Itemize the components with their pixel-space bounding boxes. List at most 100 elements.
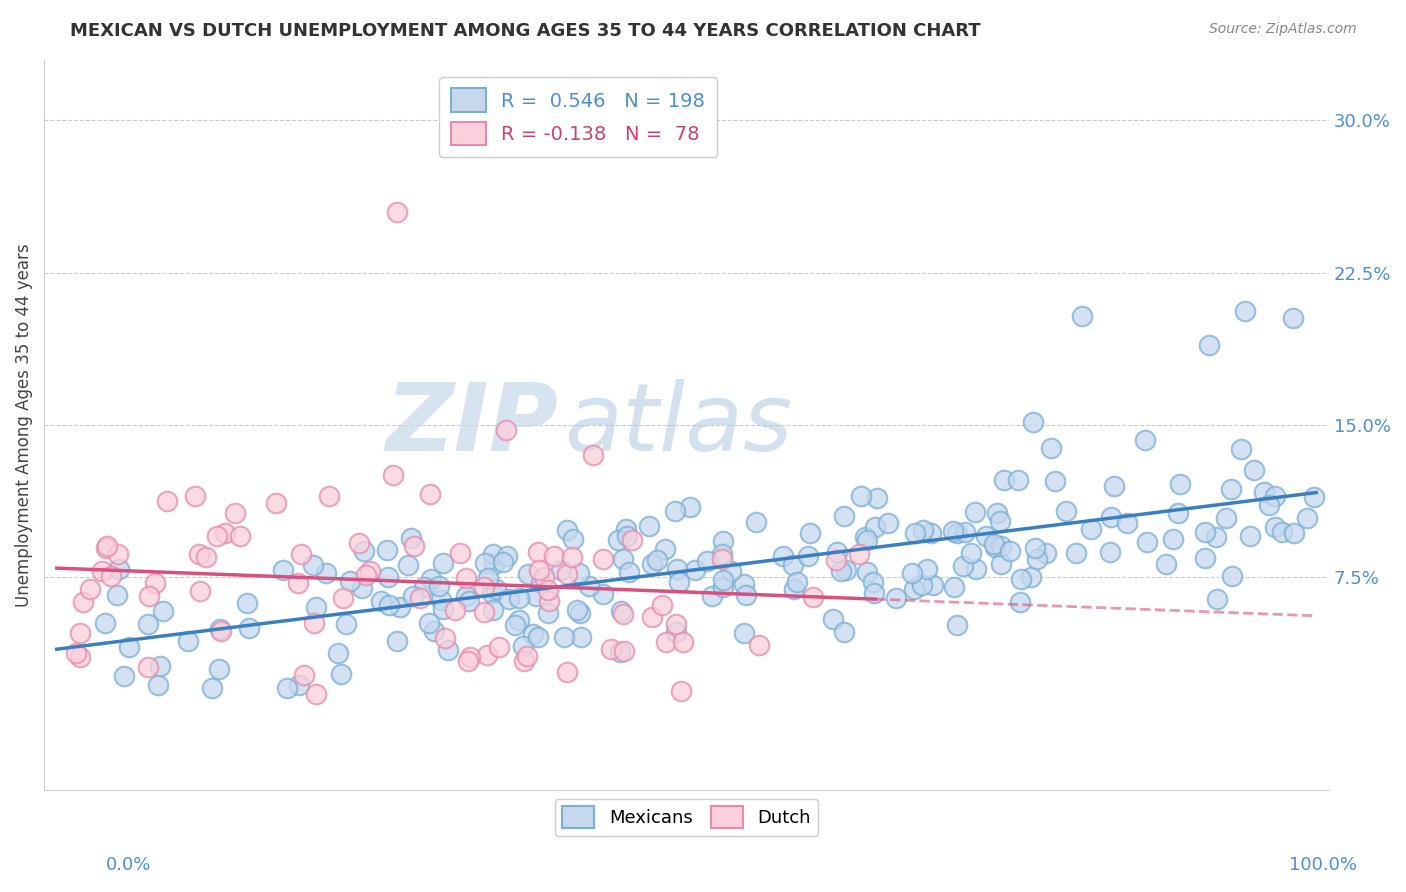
Point [485, 582, 508, 596]
Point [359, 565, 381, 579]
Point [640, 558, 662, 572]
Text: MEXICAN VS DUTCH UNEMPLOYMENT AMONG AGES 35 TO 44 YEARS CORRELATION CHART: MEXICAN VS DUTCH UNEMPLOYMENT AMONG AGES… [70, 22, 981, 40]
Point [1230, 442, 1253, 456]
Point [201, 681, 224, 696]
Point [1040, 442, 1063, 456]
Point [720, 564, 742, 578]
Point [638, 518, 661, 533]
Point [517, 567, 540, 582]
Point [1022, 415, 1045, 429]
Point [1133, 433, 1156, 447]
Point [287, 575, 309, 590]
Point [208, 662, 231, 676]
Point [194, 549, 217, 564]
Point [612, 607, 634, 621]
Point [568, 566, 591, 581]
Point [959, 546, 981, 560]
Point [664, 503, 686, 517]
Point [553, 630, 575, 644]
Point [1056, 504, 1078, 518]
Point [1007, 473, 1029, 487]
Point [1264, 489, 1286, 503]
Point [209, 624, 232, 639]
Point [1264, 520, 1286, 534]
Point [1258, 499, 1281, 513]
Point [266, 496, 288, 510]
Point [458, 594, 481, 608]
Point [1253, 484, 1275, 499]
Point [856, 533, 879, 547]
Point [94, 615, 117, 630]
Point [866, 491, 889, 505]
Point [1220, 483, 1243, 497]
Point [862, 574, 884, 589]
Point [614, 522, 637, 536]
Point [305, 687, 328, 701]
Point [1220, 568, 1243, 582]
Point [1234, 304, 1257, 318]
Point [302, 558, 325, 572]
Point [801, 590, 824, 604]
Point [848, 547, 870, 561]
Point [427, 578, 450, 592]
Point [578, 579, 600, 593]
Point [533, 570, 555, 584]
Point [527, 630, 550, 644]
Point [1154, 557, 1177, 571]
Point [946, 617, 969, 632]
Point [983, 540, 1005, 554]
Point [236, 596, 259, 610]
Point [998, 544, 1021, 558]
Point [1239, 529, 1261, 543]
Point [607, 533, 630, 547]
Point [347, 535, 370, 549]
Point [946, 526, 969, 541]
Text: Source: ZipAtlas.com: Source: ZipAtlas.com [1209, 22, 1357, 37]
Point [472, 606, 495, 620]
Point [449, 546, 471, 560]
Point [423, 624, 446, 639]
Point [901, 566, 924, 580]
Point [454, 589, 477, 603]
Point [209, 622, 232, 636]
Point [1099, 510, 1122, 524]
Point [877, 516, 900, 531]
Point [555, 665, 578, 680]
Point [352, 581, 374, 595]
Point [287, 678, 309, 692]
Point [488, 640, 510, 654]
Point [271, 563, 294, 577]
Point [149, 658, 172, 673]
Point [375, 543, 398, 558]
Point [508, 613, 530, 627]
Point [1019, 570, 1042, 584]
Point [772, 549, 794, 564]
Point [482, 548, 505, 562]
Point [797, 549, 820, 564]
Point [988, 514, 1011, 528]
Point [965, 505, 987, 519]
Point [1008, 595, 1031, 609]
Point [1167, 506, 1189, 520]
Point [1194, 525, 1216, 540]
Point [1205, 530, 1227, 544]
Point [1194, 550, 1216, 565]
Point [612, 552, 634, 566]
Point [420, 572, 443, 586]
Point [863, 586, 886, 600]
Point [1282, 525, 1305, 540]
Point [302, 616, 325, 631]
Point [335, 616, 357, 631]
Point [567, 603, 589, 617]
Point [495, 549, 517, 563]
Point [385, 633, 408, 648]
Point [592, 552, 614, 566]
Point [669, 684, 692, 698]
Point [65, 646, 87, 660]
Point [735, 588, 758, 602]
Point [609, 604, 631, 618]
Point [72, 595, 94, 609]
Point [524, 590, 547, 604]
Point [419, 487, 441, 501]
Text: atlas: atlas [564, 379, 793, 470]
